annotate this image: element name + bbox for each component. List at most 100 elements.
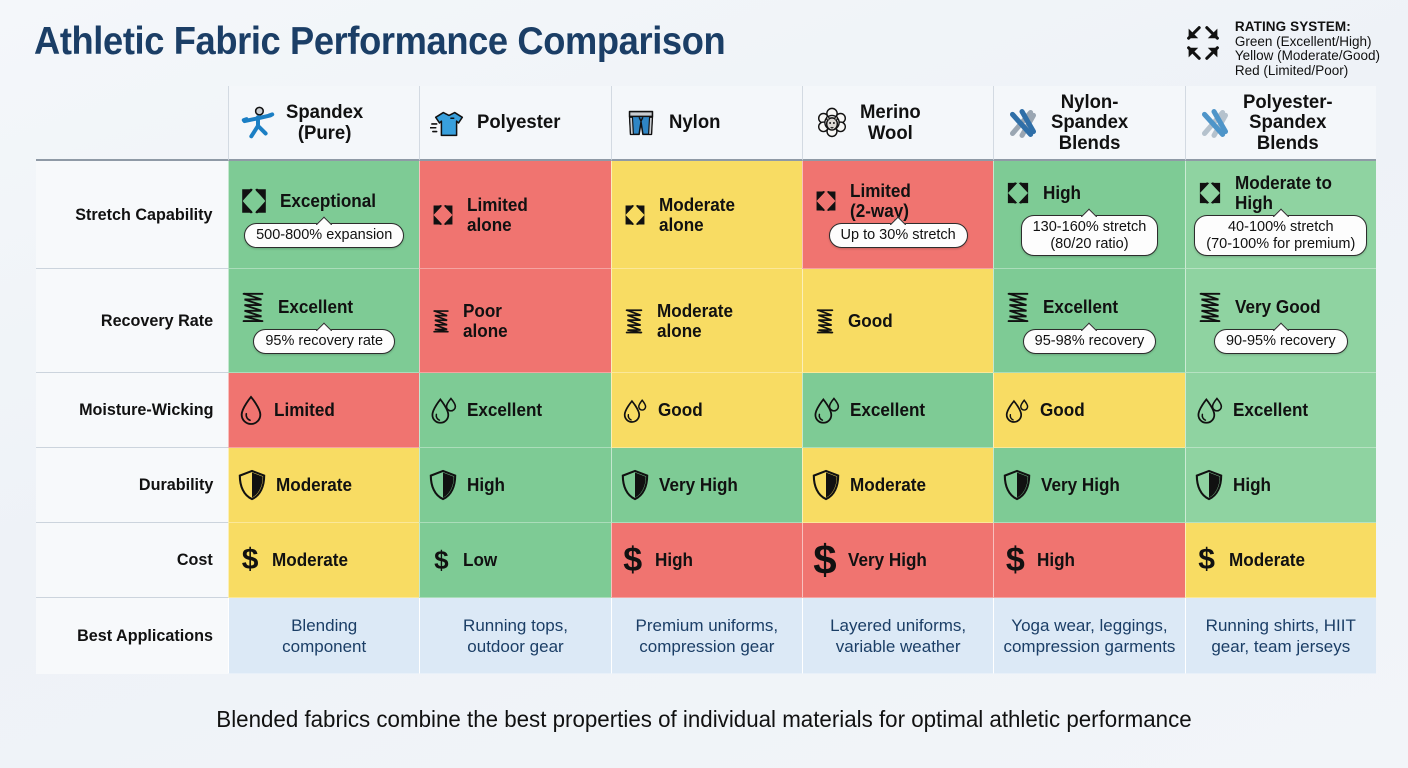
- comparison-table: Spandex (Pure): [36, 86, 1376, 674]
- expand-arrows-icon: [1002, 177, 1034, 209]
- column-header-label: Merino Wool: [859, 101, 921, 144]
- column-header-4: Nylon- Spandex Blends: [993, 86, 1185, 161]
- row-label-recovery-rate: Recovery Rate: [36, 269, 229, 373]
- cell-value: Running tops, outdoor gear: [463, 615, 568, 656]
- cell-stretch-merino: Limited (2-way) Up to 30% stretch: [801, 161, 994, 269]
- table-row: Cost $ Moderate $ Low: [36, 523, 1376, 598]
- column-header-0: Spandex (Pure): [228, 86, 420, 161]
- cell-badge: 90-95% recovery: [1213, 329, 1348, 354]
- cell-stretch-nylon: Moderate alone: [610, 161, 802, 269]
- cell-apps-nylon: Premium uniforms, compression gear: [610, 598, 802, 674]
- shield-icon: [811, 468, 841, 502]
- cell-cost-nylon-spandex: $ High: [993, 523, 1185, 598]
- cell-value: Very High: [1041, 475, 1121, 495]
- shield-icon: [1002, 468, 1032, 502]
- cell-recovery-merino: Good: [801, 269, 994, 373]
- cell-badge: 95% recovery rate: [253, 329, 396, 354]
- woven-threads-icon: [1004, 104, 1042, 142]
- page-header: Athletic Fabric Performance Comparison R…: [14, 0, 1394, 78]
- cell-value: Moderate: [272, 550, 349, 570]
- dollar-sign-icon: $: [434, 544, 449, 575]
- cell-value: Yoga wear, leggings, compression garment…: [1003, 615, 1176, 656]
- column-header-label: Nylon: [668, 111, 721, 134]
- column-header-3: Merino Wool: [801, 86, 994, 161]
- cell-value: High: [1232, 475, 1271, 495]
- cell-value: High: [467, 475, 506, 495]
- table-row: Recovery Rate: [36, 269, 1376, 373]
- cell-value: Moderate alone: [658, 194, 735, 235]
- dollar-sign-icon: $: [1198, 543, 1215, 576]
- row-label-stretch-capability: Stretch Capability: [36, 161, 229, 269]
- row-label-best-applications: Best Applications: [36, 598, 229, 674]
- water-droplet-icon: [811, 393, 841, 427]
- cell-cost-spandex: $ Moderate: [228, 523, 420, 598]
- cell-recovery-spandex: Excellent 95% recovery rate: [228, 269, 420, 373]
- cell-moisture-polyester: Excellent: [419, 373, 611, 448]
- table-head: Spandex (Pure): [36, 86, 1376, 161]
- cell-durability-nylon: Very High: [610, 448, 802, 523]
- sheep-icon: [813, 104, 851, 142]
- cell-value: Limited: [274, 400, 335, 420]
- dollar-sign-icon: $: [813, 536, 837, 583]
- footer-caption: Blended fabrics combine the best propert…: [216, 706, 1192, 732]
- cell-badge: 500-800% expansion: [244, 223, 405, 248]
- cell-stretch-nylon-spandex: High 130-160% stretch (80/20 ratio): [993, 161, 1185, 269]
- cell-recovery-polyester-spandex: Very Good 90-95% recovery: [1184, 269, 1376, 373]
- cell-moisture-polyester-spandex: Excellent: [1184, 373, 1376, 448]
- shield-icon: [620, 468, 650, 502]
- cell-value: Layered uniforms, variable weather: [830, 615, 967, 656]
- cell-value: Moderate: [276, 475, 353, 495]
- row-label-moisture-wicking: Moisture-Wicking: [36, 373, 229, 448]
- woven-threads-light-icon: [1196, 104, 1234, 142]
- cell-value: Excellent: [1232, 400, 1308, 420]
- cell-stretch-spandex: Exceptional 500-800% expansion: [228, 161, 420, 269]
- cell-cost-polyester-spandex: $ Moderate: [1184, 523, 1376, 598]
- cell-value: Excellent: [849, 400, 926, 420]
- spring-coil-icon: [237, 289, 269, 325]
- cell-badge: 130-160% stretch (80/20 ratio): [1020, 215, 1159, 256]
- cell-recovery-polyester: Poor alone: [419, 269, 611, 373]
- cell-value: Moderate: [849, 475, 926, 495]
- cell-moisture-merino: Excellent: [801, 373, 994, 448]
- row-label-cost: Cost: [36, 523, 229, 598]
- cell-apps-polyester-spandex: Running shirts, HIIT gear, team jerseys: [1184, 598, 1376, 674]
- water-droplet-icon: [237, 393, 265, 427]
- expand-arrows-icon: [1194, 177, 1226, 209]
- table-body: Stretch Capability: [36, 161, 1376, 674]
- tshirt-icon: [429, 104, 468, 142]
- column-header-1: Polyester: [419, 86, 611, 161]
- water-droplet-icon: [620, 394, 649, 427]
- cell-value: Moderate to High: [1234, 173, 1332, 213]
- cell-value: Running shirts, HIIT gear, team jerseys: [1205, 615, 1356, 656]
- cell-apps-nylon-spandex: Yoga wear, leggings, compression garment…: [993, 598, 1185, 674]
- cell-cost-merino: $ Very High: [801, 523, 994, 598]
- spring-coil-icon: [428, 306, 454, 336]
- cell-value: Very High: [847, 550, 927, 570]
- cell-value: Good: [657, 400, 703, 420]
- table-row: Moisture-Wicking Limited: [36, 373, 1376, 448]
- cell-value: Premium uniforms, compression gear: [635, 615, 779, 656]
- expand-arrows-icon: [237, 184, 271, 218]
- legend-yellow-line: Yellow (Moderate/Good): [1234, 48, 1380, 64]
- cell-apps-merino: Layered uniforms, variable weather: [801, 598, 994, 674]
- column-header-label: Polyester- Spandex Blends: [1242, 90, 1333, 154]
- cell-value: Limited alone: [467, 194, 529, 235]
- shield-icon: [237, 468, 267, 502]
- cell-recovery-nylon: Moderate alone: [610, 269, 802, 373]
- cell-value: High: [654, 550, 693, 570]
- cell-value: Moderate alone: [656, 300, 733, 341]
- cell-durability-spandex: Moderate: [228, 448, 420, 523]
- expand-arrows-icon: [1180, 20, 1226, 66]
- comparison-table-wrapper: Spandex (Pure): [36, 86, 1376, 674]
- cell-value: Very High: [658, 475, 738, 495]
- table-row: Durability Moderate: [36, 448, 1376, 523]
- spring-coil-icon: [1194, 289, 1226, 325]
- cell-value: Excellent: [1043, 297, 1119, 318]
- cell-durability-polyester: High: [419, 448, 611, 523]
- legend-title: RATING SYSTEM:: [1234, 19, 1351, 34]
- cell-moisture-nylon: Good: [610, 373, 802, 448]
- spring-coil-icon: [1002, 289, 1034, 325]
- expand-arrows-icon: [620, 200, 650, 230]
- legend-red-line: Red (Limited/Poor): [1234, 62, 1349, 78]
